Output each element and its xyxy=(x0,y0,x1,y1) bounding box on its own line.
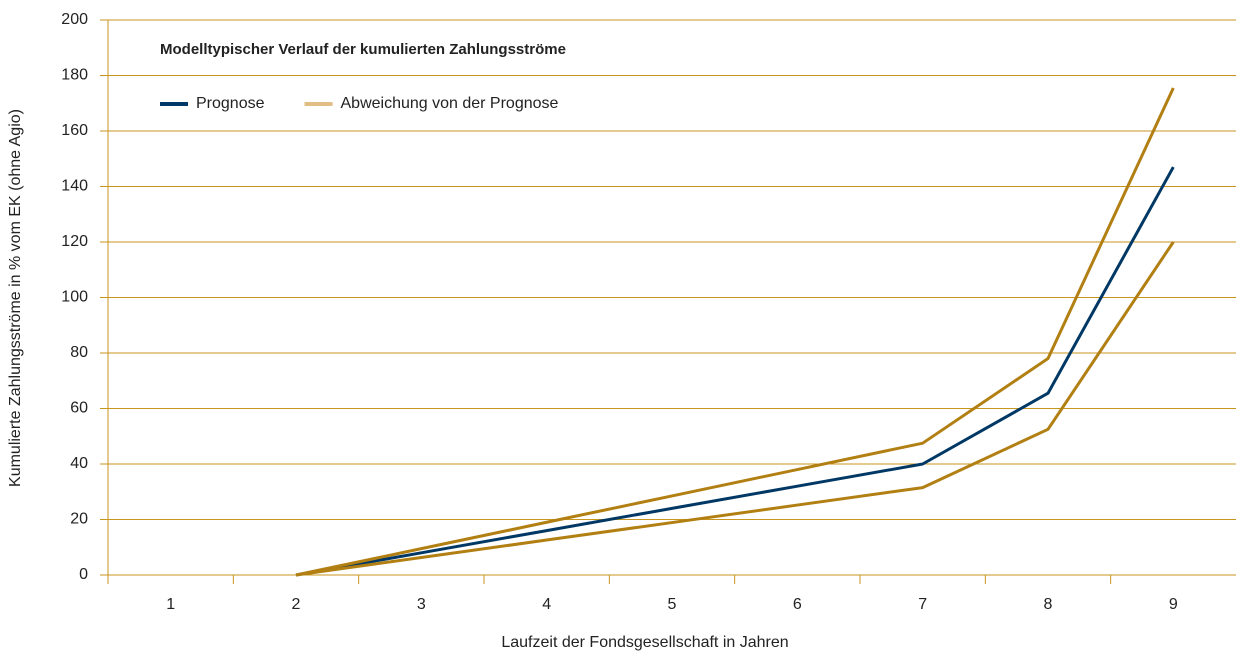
y-tick-label: 0 xyxy=(79,566,88,583)
legend-label: Prognose xyxy=(196,95,265,112)
line xyxy=(295,87,1175,577)
x-tick-label: 2 xyxy=(292,596,301,613)
x-tick-label: 4 xyxy=(542,596,551,613)
x-tick-label: 1 xyxy=(166,596,175,613)
line xyxy=(295,241,1175,577)
line xyxy=(295,166,1175,577)
y-tick-label: 40 xyxy=(70,455,88,472)
y-tick-label: 100 xyxy=(61,289,88,306)
y-tick-label: 20 xyxy=(70,511,88,528)
y-tick-label: 200 xyxy=(61,11,88,28)
chart-title: Modelltypischer Verlauf der kumulierten … xyxy=(160,41,566,58)
x-tick-label: 8 xyxy=(1044,596,1053,613)
x-tick-label: 7 xyxy=(918,596,927,613)
legend-label: Abweichung von der Prognose xyxy=(341,95,559,112)
y-axis-title: Kumulierte Zahlungsströme in % vom EK (o… xyxy=(7,109,24,487)
y-tick-label: 60 xyxy=(70,400,88,417)
y-tick-label: 140 xyxy=(61,178,88,195)
y-tick-label: 180 xyxy=(61,67,88,84)
x-tick-label: 3 xyxy=(417,596,426,613)
y-tick-label: 120 xyxy=(61,233,88,250)
x-tick-label: 6 xyxy=(793,596,802,613)
y-tick-label: 80 xyxy=(70,344,88,361)
x-tick-label: 5 xyxy=(668,596,677,613)
x-axis-title: Laufzeit der Fondsgesellschaft in Jahren xyxy=(501,634,788,651)
x-tick-label: 9 xyxy=(1169,596,1178,613)
y-tick-label: 160 xyxy=(61,122,88,139)
